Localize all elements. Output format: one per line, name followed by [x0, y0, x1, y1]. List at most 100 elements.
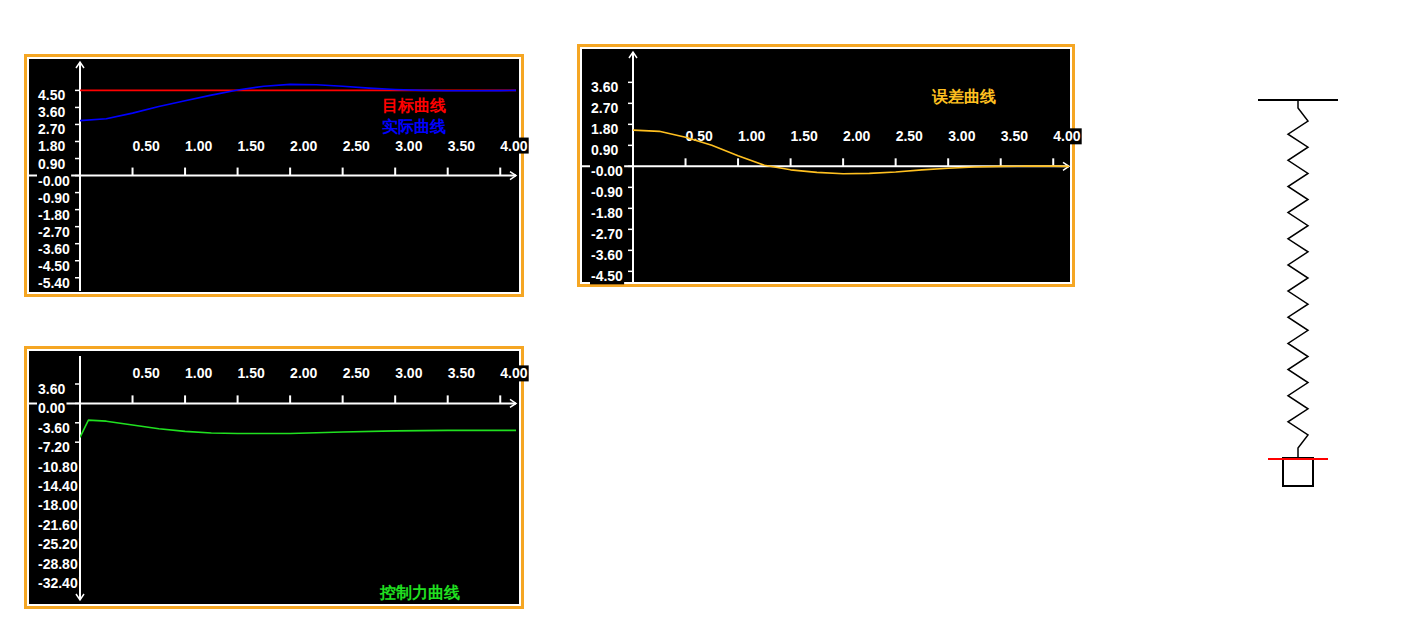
y-tick-label: -4.50	[38, 258, 70, 274]
x-tick	[499, 168, 501, 176]
y-tick-label: -0.00	[38, 173, 70, 189]
x-tick-label: 2.50	[343, 138, 370, 154]
label-background	[590, 226, 624, 242]
y-tick	[628, 208, 633, 210]
x-tick-label: 3.50	[448, 365, 475, 381]
y-tick-label: -5.40	[38, 275, 70, 291]
label-background	[737, 128, 766, 144]
y-tick-label: -3.60	[38, 241, 70, 257]
label-background	[184, 138, 213, 154]
x-tick-label: 3.50	[448, 138, 475, 154]
x-tick	[895, 158, 897, 166]
label-background	[37, 497, 79, 513]
y-tick	[75, 226, 80, 228]
x-axis	[29, 402, 516, 404]
label-background	[394, 365, 423, 381]
label-background	[37, 536, 79, 552]
x-tick-label: 1.50	[238, 365, 265, 381]
x-tick	[342, 168, 344, 176]
x-tick-label: 2.00	[290, 138, 317, 154]
y-tick-label: -2.70	[591, 226, 623, 242]
y-tick-label: -21.60	[38, 517, 78, 533]
x-tick	[289, 395, 291, 403]
x-tick-label: 3.00	[395, 365, 422, 381]
y-tick	[628, 229, 633, 231]
y-tick	[628, 187, 633, 189]
label-background	[37, 400, 66, 416]
y-tick-label: -14.40	[38, 478, 78, 494]
label-background	[342, 365, 371, 381]
x-axis-arrow	[510, 399, 516, 407]
label-background	[37, 275, 71, 291]
label-background	[590, 79, 619, 95]
x-tick-label: 1.50	[238, 138, 265, 154]
target-marker	[1268, 458, 1328, 460]
label-background	[37, 138, 66, 154]
x-tick-label: 3.00	[395, 138, 422, 154]
y-tick	[75, 124, 80, 126]
chart-title: 控制力曲线	[379, 583, 460, 602]
y-tick	[75, 260, 80, 262]
y-tick-label: 2.70	[591, 100, 618, 116]
panel-frame	[26, 56, 523, 296]
y-tick-label: -3.60	[38, 420, 70, 436]
y-tick-label: -0.90	[591, 184, 623, 200]
x-tick-label: 1.00	[185, 365, 212, 381]
label-background	[895, 128, 924, 144]
label-background	[590, 247, 624, 263]
series-line	[633, 130, 1069, 174]
x-tick	[447, 168, 449, 176]
x-tick	[289, 168, 291, 176]
y-tick	[628, 250, 633, 252]
y-tick	[75, 403, 80, 405]
panel-frame	[26, 348, 523, 608]
x-tick-label: 2.50	[343, 365, 370, 381]
y-tick	[75, 441, 80, 443]
label-background	[237, 365, 266, 381]
label-background	[499, 365, 528, 381]
label-background	[37, 459, 79, 475]
y-tick-label: -0.90	[38, 190, 70, 206]
label-background	[37, 575, 79, 591]
y-tick	[628, 82, 633, 84]
y-tick	[75, 141, 80, 143]
panel-background	[29, 59, 519, 292]
y-tick-label: -0.00	[591, 163, 623, 179]
label-background	[37, 104, 66, 120]
y-tick-label: -18.00	[38, 497, 78, 513]
y-tick-label: -7.20	[38, 439, 70, 455]
x-tick	[132, 395, 134, 403]
y-axis-arrow	[629, 52, 637, 58]
label-background	[590, 142, 619, 158]
y-tick-label: -1.80	[38, 207, 70, 223]
y-tick-label: 0.90	[591, 142, 618, 158]
y-tick-label: 3.60	[591, 79, 618, 95]
label-background	[590, 121, 619, 137]
y-tick	[75, 243, 80, 245]
y-tick	[75, 175, 80, 177]
label-background	[790, 128, 819, 144]
y-axis	[79, 62, 81, 291]
y-tick	[75, 383, 80, 385]
y-tick-label: 2.70	[38, 121, 65, 137]
y-axis	[79, 356, 81, 600]
y-tick-label: -4.50	[591, 268, 623, 284]
label-background	[132, 138, 161, 154]
y-tick	[628, 271, 633, 273]
y-tick-label: 3.60	[38, 381, 65, 397]
y-axis	[632, 52, 634, 283]
x-tick	[685, 158, 687, 166]
series-line	[80, 420, 516, 437]
x-tick	[842, 158, 844, 166]
chart-panel: 0.501.001.502.002.503.003.504.004.503.60…	[26, 56, 529, 296]
x-tick-label: 1.50	[791, 128, 818, 144]
x-tick-label: 3.00	[948, 128, 975, 144]
y-tick	[75, 209, 80, 211]
y-tick-label: -28.80	[38, 556, 78, 572]
y-tick-label: -3.60	[591, 247, 623, 263]
y-tick-label: -25.20	[38, 536, 78, 552]
x-tick	[237, 168, 239, 176]
chart-title: 误差曲线	[931, 87, 996, 106]
legend-entry: 实际曲线	[382, 117, 446, 136]
label-background	[37, 517, 79, 533]
